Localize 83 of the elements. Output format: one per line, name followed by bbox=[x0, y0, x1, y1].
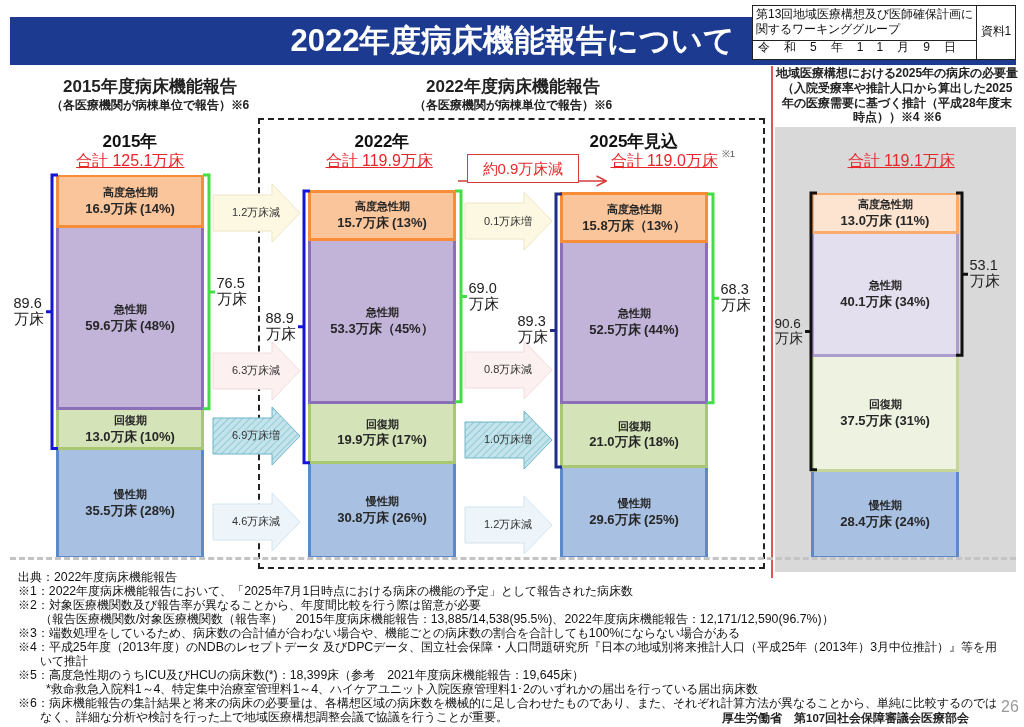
x-tick-label: 2022年 bbox=[354, 131, 410, 151]
text: *救命救急入院料1～4、特定集中治療室管理料1～4、ハイケアユニット入院医療管理料1･2のいずれかの届出を行っている届出病床数 bbox=[45, 682, 758, 696]
data-label: 35.5万床 (28%) bbox=[85, 502, 175, 518]
series-label: 慢性期 bbox=[616, 496, 651, 509]
annotation: 0.8万床減 bbox=[484, 363, 533, 377]
total-label: 合計 119.1万床 bbox=[847, 152, 955, 171]
series-label: 急性期 bbox=[867, 279, 902, 292]
text: 53.1万床 bbox=[969, 257, 1000, 291]
data-label: 28.4万床 (24%) bbox=[840, 513, 930, 529]
data-label: 29.6万床 (25%) bbox=[589, 511, 679, 527]
text: 第13回地域医療構想及び医師確保計画に関するワーキンググループ bbox=[756, 7, 974, 37]
text: 令和5年11月9日 bbox=[758, 40, 970, 55]
bar bbox=[56, 225, 204, 411]
text: 2015年度病床機能報告 bbox=[63, 77, 237, 97]
text: （各医療機関が病棟単位で報告）※6 bbox=[50, 98, 250, 113]
text: ※5：高度急性期のうちICU及びHCUの病床数(*)：18,399床（参考 2021年度病床機能報告：19,645床） bbox=[18, 668, 585, 682]
bar bbox=[56, 447, 204, 557]
bar bbox=[560, 240, 708, 404]
bar bbox=[811, 231, 959, 357]
text: ※3：端数処理をしているため、病床数の合計値が合わない場合や、機能ごとの病床数の割合を合計しても100%にならない場合がある bbox=[18, 626, 741, 640]
data-label: 52.5万床 (44%) bbox=[589, 322, 679, 338]
annotation: 89.6万床 bbox=[13, 294, 44, 328]
text: ※4：平成25年度（2013年度）のNDBのレセプトデータ 及びDPCデータ、国立社会保障・人口問題研究所『日本の地域別将来推計人口（平成25年（2013年）3月中位推計）』等を用いて推計 bbox=[18, 640, 999, 668]
text: 急性期 bbox=[365, 305, 399, 318]
data-label: 19.9万床 (17%) bbox=[337, 432, 427, 448]
series-label: 回復期 bbox=[868, 397, 902, 410]
chart-subtitle: （入院受療率や推計人口から算出した2025年の医療需要に基づく推計（平成28年度末時点））※4 ※6 bbox=[780, 81, 1014, 125]
text: 26 bbox=[1001, 698, 1019, 717]
series-label: 慢性期 bbox=[867, 498, 902, 511]
text: 高度急性期 bbox=[606, 202, 662, 215]
chart-title: 地域医療構想における2025年の病床の必要量 bbox=[775, 66, 1019, 81]
text: （各医療機関が病棟単位で報告）※6 bbox=[413, 98, 613, 113]
source-note: 出典：2022年度病床機能報告 bbox=[18, 570, 178, 584]
chart-title: 2022年度病床機能報告について bbox=[290, 23, 736, 59]
text: （報告医療機関数/対象医療機関数（報告率） 2015年度病床機能報告：13,885/14,538(95.5%)、2022年度病床機能報告：12,171/12,590(96.7%)） bbox=[39, 612, 834, 626]
bar bbox=[308, 461, 456, 557]
text: ※1 bbox=[721, 148, 736, 160]
annotation: 1.0万床増 bbox=[484, 433, 533, 446]
data-label: 16.9万床 (14%) bbox=[85, 200, 175, 216]
annotation: 1.2万床減 bbox=[484, 518, 533, 531]
annotation: 6.3万床減 bbox=[232, 364, 281, 378]
data-label: 15.8万床（13%） bbox=[582, 217, 686, 233]
data-label: 59.6万床 (48%) bbox=[85, 317, 175, 333]
x-tick-label: 2015年 bbox=[102, 131, 158, 151]
series-label: 急性期 bbox=[112, 302, 147, 315]
data-label: 21.0万床 (18%) bbox=[589, 434, 679, 450]
text: 回復期 bbox=[365, 417, 399, 430]
text: 90.6万床 bbox=[774, 315, 803, 347]
annotation: 76.5万床 bbox=[216, 274, 247, 308]
annotation: 69.0万床 bbox=[468, 279, 499, 313]
data-label: 53.3万床（45%） bbox=[330, 320, 434, 336]
series-label: 高度急性期 bbox=[354, 200, 410, 213]
annotation: 1.2万床減 bbox=[232, 206, 281, 220]
annotation: 6.9万床増 bbox=[232, 429, 281, 442]
series-label: 回復期 bbox=[113, 413, 147, 426]
bar bbox=[560, 465, 708, 557]
data-label: 13.0万床 (11%) bbox=[840, 212, 930, 228]
text: 資料1 bbox=[980, 24, 1012, 39]
text: 高度急性期 bbox=[102, 185, 158, 198]
text: 2022年度病床機能報告 bbox=[426, 77, 600, 97]
data-label: 40.1万床 (34%) bbox=[840, 294, 930, 310]
text: 慢性期 bbox=[113, 487, 147, 500]
annotation: 0.1万床増 bbox=[484, 214, 533, 228]
x-tick-label: 2025年見込 bbox=[589, 131, 680, 151]
series-label: 高度急性期 bbox=[857, 197, 913, 210]
text: 回復期 bbox=[617, 419, 651, 432]
annotation: 89.3万床 bbox=[517, 313, 548, 346]
data-label: 30.8万床 (26%) bbox=[337, 509, 427, 525]
data-label: 15.7万床 (13%) bbox=[337, 215, 427, 231]
text: 厚生労働省 第107回社会保障審議会医療部会 bbox=[722, 711, 970, 725]
annotation: 68.3万床 bbox=[720, 281, 751, 314]
annotation: 4.6万床減 bbox=[232, 515, 281, 528]
text: ※2：対象医療機関数及び報告率が異なることから、年度間比較を行う際は留意が必要 bbox=[18, 598, 481, 612]
annotation: 88.9万床 bbox=[265, 310, 296, 343]
annotation: 約0.9万床減 bbox=[466, 154, 580, 184]
total-label: 合計 125.1万床 bbox=[76, 152, 185, 171]
data-label: 13.0万床 (10%) bbox=[85, 428, 175, 444]
text: 慢性期 bbox=[365, 494, 399, 507]
total-label: 合計 119.0万床 bbox=[610, 152, 718, 171]
data-label: 37.5万床 (31%) bbox=[840, 412, 930, 428]
total-label: 合計 119.9万床 bbox=[325, 152, 433, 171]
text: 急性期 bbox=[617, 307, 651, 320]
text: ※1：2022年度病床機能報告において、「2025年7月1日時点における病床の機能の予定」として報告された病床数 bbox=[18, 584, 634, 598]
